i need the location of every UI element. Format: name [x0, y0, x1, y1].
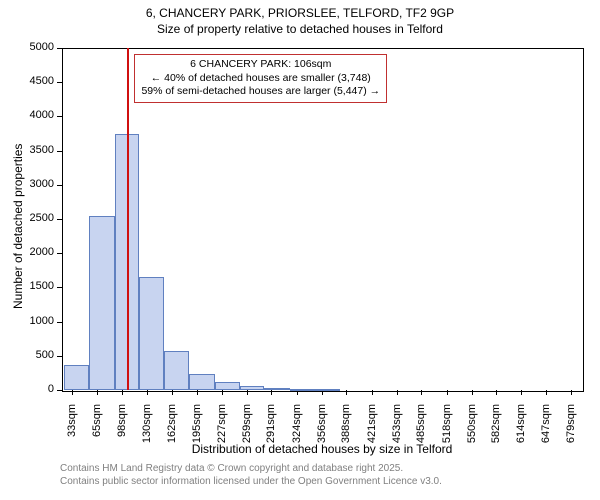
chart-container: 6, CHANCERY PARK, PRIORSLEE, TELFORD, TF…	[0, 0, 600, 500]
x-tick-label: 195sqm	[191, 404, 203, 454]
y-tick-label: 4000	[0, 109, 54, 121]
y-tick-mark	[57, 287, 62, 288]
x-tick-mark	[421, 390, 422, 395]
chart-title: 6, CHANCERY PARK, PRIORSLEE, TELFORD, TF…	[0, 0, 600, 37]
y-tick-label: 5000	[0, 41, 54, 53]
y-tick-label: 1500	[0, 280, 54, 292]
y-tick-mark	[57, 390, 62, 391]
histogram-bar	[264, 388, 289, 390]
x-tick-mark	[172, 390, 173, 395]
x-tick-label: 356sqm	[316, 404, 328, 454]
x-tick-mark	[346, 390, 347, 395]
x-tick-label: 162sqm	[166, 404, 178, 454]
y-tick-mark	[57, 116, 62, 117]
y-tick-mark	[57, 322, 62, 323]
annotation-line3: 59% of semi-detached houses are larger (…	[141, 85, 380, 99]
y-tick-mark	[57, 253, 62, 254]
x-tick-mark	[397, 390, 398, 395]
y-tick-label: 2500	[0, 212, 54, 224]
footer-attribution: Contains HM Land Registry data © Crown c…	[60, 462, 442, 488]
x-tick-label: 291sqm	[265, 404, 277, 454]
x-tick-mark	[297, 390, 298, 395]
y-tick-mark	[57, 48, 62, 49]
x-tick-label: 679sqm	[565, 404, 577, 454]
x-tick-mark	[147, 390, 148, 395]
y-tick-label: 1000	[0, 315, 54, 327]
x-tick-mark	[247, 390, 248, 395]
x-tick-mark	[97, 390, 98, 395]
x-tick-mark	[122, 390, 123, 395]
x-tick-label: 614sqm	[515, 404, 527, 454]
x-tick-label: 421sqm	[366, 404, 378, 454]
x-tick-label: 518sqm	[441, 404, 453, 454]
histogram-bar	[189, 374, 214, 390]
histogram-bar	[240, 386, 265, 390]
x-tick-mark	[372, 390, 373, 395]
x-tick-label: 65sqm	[91, 404, 103, 454]
x-tick-mark	[521, 390, 522, 395]
x-tick-label: 388sqm	[340, 404, 352, 454]
title-line1: 6, CHANCERY PARK, PRIORSLEE, TELFORD, TF…	[146, 6, 454, 20]
title-line2: Size of property relative to detached ho…	[157, 22, 443, 36]
y-tick-mark	[57, 151, 62, 152]
x-tick-label: 582sqm	[490, 404, 502, 454]
x-tick-label: 647sqm	[540, 404, 552, 454]
x-tick-label: 453sqm	[391, 404, 403, 454]
footer-line1: Contains HM Land Registry data © Crown c…	[60, 463, 403, 474]
y-tick-label: 500	[0, 349, 54, 361]
annotation-line2: ← 40% of detached houses are smaller (3,…	[141, 72, 380, 86]
y-tick-label: 2000	[0, 246, 54, 258]
histogram-bar	[290, 389, 315, 391]
x-tick-mark	[571, 390, 572, 395]
x-tick-label: 324sqm	[291, 404, 303, 454]
x-tick-mark	[546, 390, 547, 395]
x-tick-mark	[271, 390, 272, 395]
x-tick-mark	[472, 390, 473, 395]
footer-line2: Contains public sector information licen…	[60, 476, 442, 487]
property-marker-line	[127, 48, 129, 390]
y-tick-label: 3000	[0, 178, 54, 190]
x-tick-label: 259sqm	[241, 404, 253, 454]
x-tick-mark	[197, 390, 198, 395]
y-tick-mark	[57, 82, 62, 83]
x-tick-label: 33sqm	[66, 404, 78, 454]
x-tick-mark	[72, 390, 73, 395]
histogram-bar	[89, 216, 114, 390]
y-tick-label: 4500	[0, 75, 54, 87]
x-tick-mark	[447, 390, 448, 395]
annotation-box: 6 CHANCERY PARK: 106sqm← 40% of detached…	[134, 54, 387, 103]
y-tick-label: 0	[0, 383, 54, 395]
histogram-bar	[164, 351, 189, 390]
histogram-bar	[315, 389, 340, 391]
x-tick-label: 130sqm	[141, 404, 153, 454]
y-tick-mark	[57, 356, 62, 357]
y-tick-mark	[57, 185, 62, 186]
x-tick-label: 98sqm	[116, 404, 128, 454]
x-tick-label: 485sqm	[415, 404, 427, 454]
x-tick-mark	[496, 390, 497, 395]
annotation-line1: 6 CHANCERY PARK: 106sqm	[141, 58, 380, 72]
x-tick-label: 550sqm	[466, 404, 478, 454]
y-tick-label: 3500	[0, 144, 54, 156]
histogram-bar	[64, 365, 89, 390]
histogram-bar	[139, 277, 164, 390]
y-tick-mark	[57, 219, 62, 220]
x-tick-mark	[222, 390, 223, 395]
x-tick-label: 227sqm	[216, 404, 228, 454]
histogram-bar	[215, 382, 240, 390]
